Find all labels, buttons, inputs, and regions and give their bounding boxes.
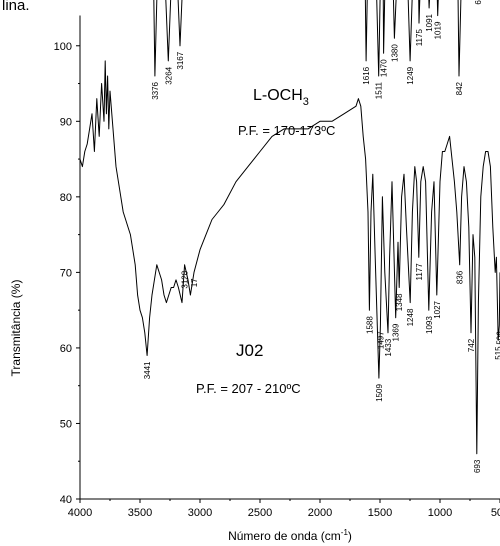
peak-label: 693 xyxy=(473,459,482,473)
peak-label: 515 xyxy=(494,346,500,360)
peak-label: 1027 xyxy=(433,300,442,318)
y-tick-label: 100 xyxy=(54,41,72,53)
y-axis-ticks: 40 50 60 70 80 90 100 xyxy=(54,41,80,506)
series-label-l-och3: L-OCH3 xyxy=(253,87,309,108)
y-tick-label: 50 xyxy=(60,418,72,430)
y-tick-label: 60 xyxy=(60,343,72,355)
peak-label: 1091 xyxy=(425,13,434,31)
peak-label: 1509 xyxy=(375,384,384,402)
peak-label: 3128 xyxy=(181,270,190,288)
peak-label: 1175 xyxy=(415,29,424,47)
series-j02 xyxy=(79,60,500,455)
x-axis-label-main: Número de onda (cm xyxy=(228,529,341,543)
series-label-l-och3-main: L-OCH xyxy=(253,87,303,104)
y-tick-label: 80 xyxy=(60,192,72,204)
y-tick-label: 40 xyxy=(60,494,72,506)
series-info-l-och3: P.F. = 170-173ºC xyxy=(238,123,335,138)
peak-label: 506 xyxy=(495,331,500,345)
series-info-j02: P.F. = 207 - 210ºC xyxy=(196,381,301,396)
y-tick-label: 90 xyxy=(60,116,72,128)
peak-label: 1588 xyxy=(365,316,374,334)
peak-label: 742 xyxy=(467,338,476,352)
x-axis-label: Número de onda (cm-1) xyxy=(228,528,352,543)
peak-label: 3441 xyxy=(143,361,152,379)
x-tick-label: 2000 xyxy=(308,507,332,519)
peak-label: 685 xyxy=(474,0,483,5)
peak-label: 1019 xyxy=(434,21,443,39)
peak-label: 836 xyxy=(456,270,465,284)
series-label-j02: J02 xyxy=(236,341,263,360)
peak-label: 1248 xyxy=(406,308,415,326)
peak-label: 1433 xyxy=(384,338,393,356)
series-label-l-och3-sub: 3 xyxy=(303,96,309,108)
x-tick-label: 2500 xyxy=(248,507,272,519)
peak-label: 1348 xyxy=(395,293,404,311)
peak-label: 1511 xyxy=(375,81,384,99)
peak-label: 1177 xyxy=(415,263,424,281)
x-tick-label: 500 xyxy=(491,507,500,519)
peak-label: 1616 xyxy=(362,66,371,84)
peak-label: 1093 xyxy=(425,316,434,334)
y-axis-label: Transmitância (%) xyxy=(9,280,23,377)
x-tick-label: 4000 xyxy=(68,507,92,519)
x-axis-ticks: 4000 3500 3000 2500 2000 1500 1000 500 xyxy=(68,499,500,519)
peak-label: 3167 xyxy=(176,51,185,69)
peak-label: 3264 xyxy=(164,66,173,84)
peak-label: 3376 xyxy=(151,81,160,99)
peak-label: 842 xyxy=(455,81,464,95)
x-tick-label: 1000 xyxy=(428,507,452,519)
peak-label: 17 xyxy=(190,278,199,287)
peak-label: 1380 xyxy=(390,44,399,62)
x-tick-label: 1500 xyxy=(368,507,392,519)
peak-label: 1497 xyxy=(376,331,385,349)
peak-label: 1369 xyxy=(392,323,401,341)
peak-label: 1249 xyxy=(406,66,415,84)
header-fragment: lina. xyxy=(2,0,30,14)
x-tick-label: 3000 xyxy=(188,507,212,519)
x-axis-label-sup: -1 xyxy=(341,528,349,537)
y-tick-label: 70 xyxy=(60,267,72,279)
x-axis-label-close: ) xyxy=(348,529,352,543)
peak-label: 1470 xyxy=(380,59,389,77)
x-tick-label: 3500 xyxy=(128,507,152,519)
series-line-j02 xyxy=(79,60,500,455)
